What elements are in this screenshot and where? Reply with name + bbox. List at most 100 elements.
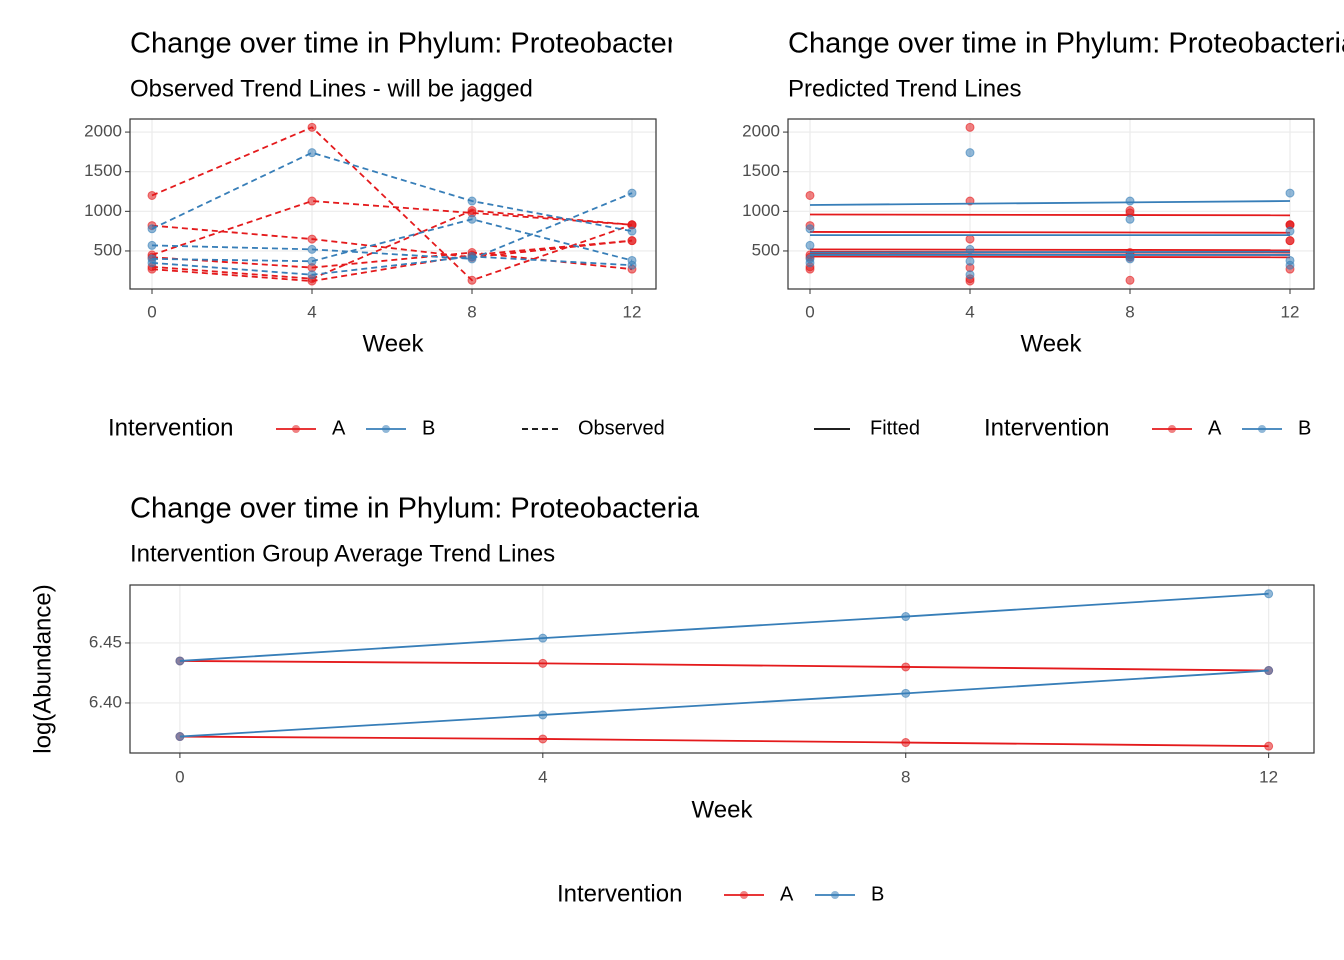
data-point: [538, 710, 548, 720]
legend-key-point: [831, 891, 839, 899]
data-point: [175, 656, 185, 666]
legend-key-point: [740, 891, 748, 899]
panel: Change over time in Phylum: Proteobacter…: [742, 28, 1344, 442]
data-point: [467, 214, 477, 224]
y-tick-label: 1000: [84, 201, 122, 220]
data-point: [1125, 214, 1135, 224]
x-tick-label: 8: [901, 767, 910, 786]
data-point: [467, 196, 477, 206]
x-tick-label: 12: [1259, 767, 1278, 786]
x-tick-label: 8: [467, 302, 476, 321]
trend-line: [151, 255, 633, 276]
x-tick-label: 12: [623, 302, 642, 321]
fitted-line: [809, 231, 1291, 234]
data-point: [175, 732, 185, 742]
data-point: [965, 256, 975, 266]
data-point: [307, 270, 317, 280]
data-point: [538, 633, 548, 643]
data-point: [147, 190, 157, 200]
fitted-line: [809, 250, 1291, 254]
panel: Change over time in Phylum: Proteobacter…: [29, 493, 1315, 907]
trend-line: [151, 224, 633, 259]
legend-key-point: [292, 425, 300, 433]
trend-line: [151, 200, 633, 256]
data-point: [805, 190, 815, 200]
y-tick-label: 6.40: [89, 692, 122, 711]
data-point: [1125, 252, 1135, 262]
data-point: [307, 244, 317, 254]
chart-title: Change over time in Phylum: Proteobacter…: [130, 28, 700, 60]
data-point: [627, 260, 637, 270]
trend-line: [179, 660, 1269, 672]
legend-key-point: [1168, 425, 1176, 433]
trend-line: [151, 239, 633, 282]
data-point: [147, 224, 157, 234]
data-point: [965, 234, 975, 244]
data-point: [627, 236, 637, 246]
x-axis-label: Week: [1021, 330, 1083, 357]
data-point: [467, 275, 477, 285]
data-point: [307, 196, 317, 206]
data-point: [1125, 275, 1135, 285]
y-tick-label: 1500: [84, 161, 122, 180]
chart-title: Change over time in Phylum: Proteobacter…: [788, 28, 1344, 60]
data-point: [467, 206, 477, 216]
data-point: [307, 234, 317, 244]
trend-line: [151, 218, 633, 263]
trend-line: [151, 209, 633, 280]
data-point: [538, 658, 548, 668]
data-point: [307, 148, 317, 158]
x-tick-label: 0: [805, 302, 814, 321]
data-point: [1264, 666, 1274, 676]
data-point: [1125, 196, 1135, 206]
data-point: [467, 252, 477, 262]
trend-line: [151, 126, 633, 282]
plot-border: [787, 118, 1315, 290]
y-tick-label: 1000: [742, 201, 780, 220]
x-tick-label: 0: [175, 767, 184, 786]
plot-border: [129, 118, 657, 290]
legend-label: A: [1208, 417, 1222, 439]
y-tick-label: 1500: [742, 161, 780, 180]
legend-title: Intervention: [557, 880, 682, 907]
legend-title: Intervention: [984, 414, 1109, 441]
x-tick-label: 4: [965, 302, 974, 321]
trend-line: [151, 151, 633, 233]
x-axis-label: Week: [692, 796, 754, 823]
data-point: [627, 226, 637, 236]
data-point: [965, 270, 975, 280]
data-point: [307, 256, 317, 266]
chart-subtitle: Observed Trend Lines - will be jagged: [130, 75, 533, 102]
x-tick-label: 8: [1125, 302, 1134, 321]
chart-subtitle: Predicted Trend Lines: [788, 75, 1021, 102]
x-tick-label: 12: [1281, 302, 1300, 321]
data-point: [147, 240, 157, 250]
legend-key-point: [382, 425, 390, 433]
data-point: [805, 224, 815, 234]
legend-label: A: [332, 417, 346, 439]
legend-label: B: [1298, 417, 1311, 439]
data-point: [965, 122, 975, 132]
legend-label: Fitted: [870, 417, 920, 439]
data-point: [901, 688, 911, 698]
data-point: [805, 258, 815, 268]
data-point: [1264, 589, 1274, 599]
y-tick-label: 500: [752, 240, 780, 259]
data-point: [805, 240, 815, 250]
legend-key-point: [1258, 425, 1266, 433]
data-point: [627, 188, 637, 198]
legend-label: B: [871, 883, 884, 905]
data-point: [965, 244, 975, 254]
legend-label: Observed: [578, 417, 665, 439]
data-point: [1285, 236, 1295, 246]
legend-label: A: [780, 883, 794, 905]
data-point: [901, 738, 911, 748]
fitted-line: [809, 255, 1291, 259]
fitted-line: [809, 200, 1291, 206]
trend-line: [151, 192, 633, 260]
fitted-line: [809, 248, 1291, 252]
data-point: [901, 662, 911, 672]
data-point: [1264, 741, 1274, 751]
data-point: [307, 122, 317, 132]
